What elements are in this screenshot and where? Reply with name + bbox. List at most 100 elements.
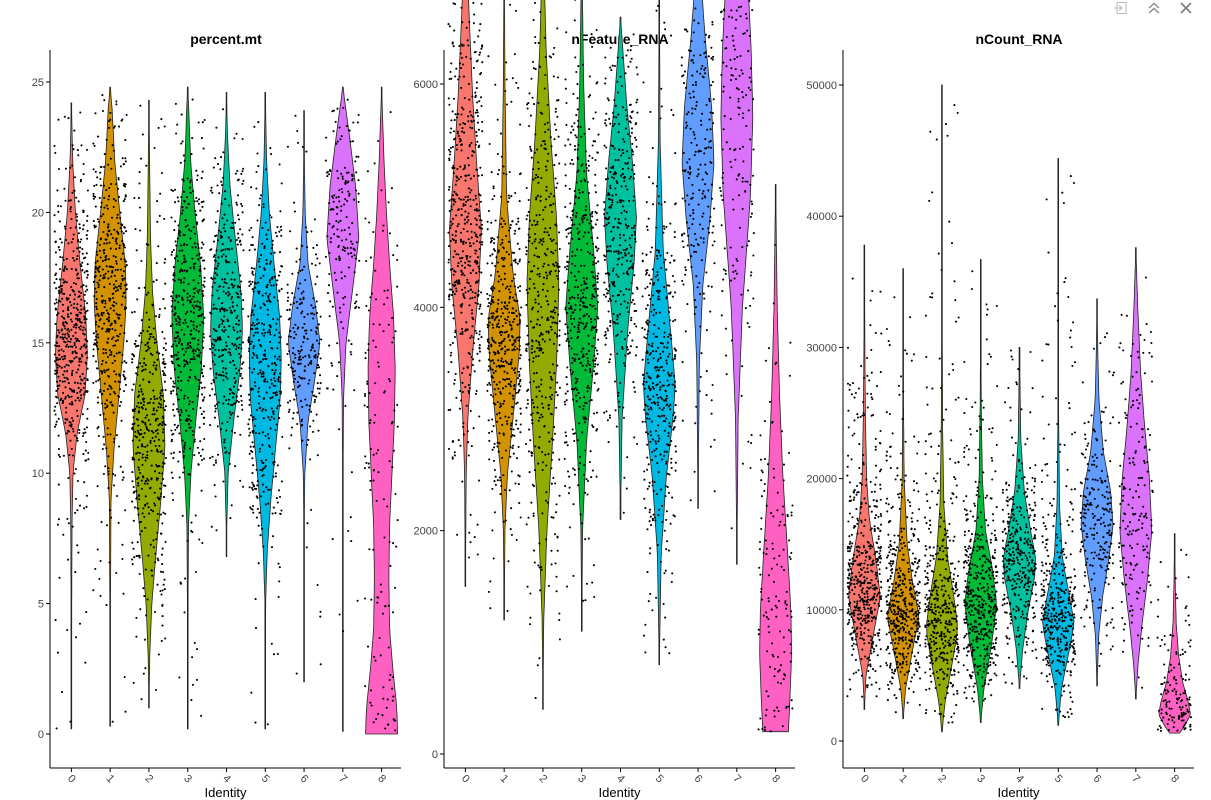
- data-point: [338, 306, 341, 309]
- data-point: [199, 307, 202, 310]
- data-point: [251, 288, 254, 291]
- data-point: [340, 229, 343, 232]
- data-point: [270, 216, 273, 219]
- data-point: [448, 153, 452, 156]
- export-button[interactable]: [1111, 0, 1133, 16]
- data-point: [465, 321, 468, 324]
- data-point: [528, 471, 531, 474]
- data-point: [74, 326, 78, 329]
- data-point: [111, 144, 114, 147]
- data-point: [461, 250, 465, 253]
- data-point: [170, 440, 173, 443]
- data-point: [460, 327, 464, 330]
- data-point: [496, 236, 499, 239]
- data-point: [449, 131, 452, 134]
- data-point: [236, 330, 239, 334]
- data-point: [458, 282, 461, 285]
- data-point: [513, 232, 516, 235]
- close-button[interactable]: [1175, 0, 1197, 16]
- data-point: [266, 433, 270, 436]
- data-point: [554, 482, 557, 485]
- data-point: [570, 158, 574, 161]
- data-point: [515, 315, 518, 318]
- data-point: [344, 181, 347, 184]
- data-point: [448, 77, 451, 81]
- data-point: [365, 461, 368, 464]
- data-point: [163, 337, 166, 340]
- data-point: [593, 370, 596, 373]
- data-point: [473, 536, 476, 539]
- data-point: [573, 296, 576, 300]
- data-point: [490, 312, 493, 315]
- data-point: [241, 377, 244, 380]
- data-point: [86, 340, 89, 343]
- data-point: [473, 231, 476, 234]
- data-point: [388, 540, 391, 544]
- data-point: [541, 333, 544, 336]
- data-point: [157, 126, 160, 129]
- data-point: [338, 126, 341, 129]
- data-point: [189, 333, 193, 336]
- data-point: [259, 447, 262, 450]
- data-point: [464, 210, 467, 213]
- data-point: [574, 285, 577, 289]
- data-point: [550, 270, 553, 273]
- data-point: [202, 346, 205, 349]
- data-point: [580, 248, 583, 252]
- data-point: [557, 135, 560, 138]
- data-point: [117, 222, 120, 225]
- data-point: [118, 395, 121, 398]
- data-point: [215, 529, 218, 532]
- data-point: [503, 331, 507, 334]
- data-point: [596, 315, 599, 318]
- data-point: [274, 428, 277, 432]
- data-point: [596, 294, 599, 297]
- data-point: [565, 235, 568, 238]
- data-point: [221, 108, 225, 111]
- collapse-button[interactable]: [1143, 0, 1165, 16]
- data-point: [102, 213, 105, 216]
- data-point: [250, 691, 253, 694]
- data-point: [391, 466, 394, 469]
- data-point: [477, 289, 480, 292]
- data-point: [56, 364, 59, 367]
- data-point: [465, 404, 468, 407]
- data-point: [161, 330, 164, 334]
- data-point: [65, 257, 68, 260]
- data-point: [578, 188, 581, 191]
- data-point: [118, 332, 122, 336]
- data-point: [188, 418, 191, 421]
- data-point: [115, 100, 118, 103]
- data-point: [238, 343, 241, 346]
- data-point: [478, 359, 481, 362]
- data-point: [305, 546, 308, 549]
- data-point: [509, 291, 512, 294]
- data-point: [54, 405, 57, 408]
- data-point: [159, 487, 162, 490]
- data-point: [122, 373, 125, 376]
- data-point: [548, 271, 551, 274]
- data-point: [267, 295, 270, 298]
- data-point: [100, 300, 103, 303]
- data-point: [141, 420, 144, 423]
- data-point: [366, 645, 370, 648]
- data-point: [187, 379, 190, 382]
- data-point: [588, 94, 592, 97]
- data-point: [235, 238, 238, 242]
- data-point: [449, 343, 452, 346]
- data-point: [144, 480, 147, 483]
- data-point: [587, 537, 590, 540]
- data-point: [67, 297, 70, 300]
- data-point: [547, 303, 550, 306]
- data-point: [506, 319, 509, 322]
- data-point: [141, 365, 144, 368]
- data-point: [375, 718, 378, 721]
- data-point: [554, 261, 558, 264]
- data-point: [80, 298, 83, 301]
- data-point: [564, 333, 567, 336]
- data-point: [280, 287, 283, 291]
- data-point: [333, 271, 336, 274]
- data-point: [171, 189, 175, 193]
- data-point: [318, 366, 321, 369]
- data-point: [144, 459, 147, 462]
